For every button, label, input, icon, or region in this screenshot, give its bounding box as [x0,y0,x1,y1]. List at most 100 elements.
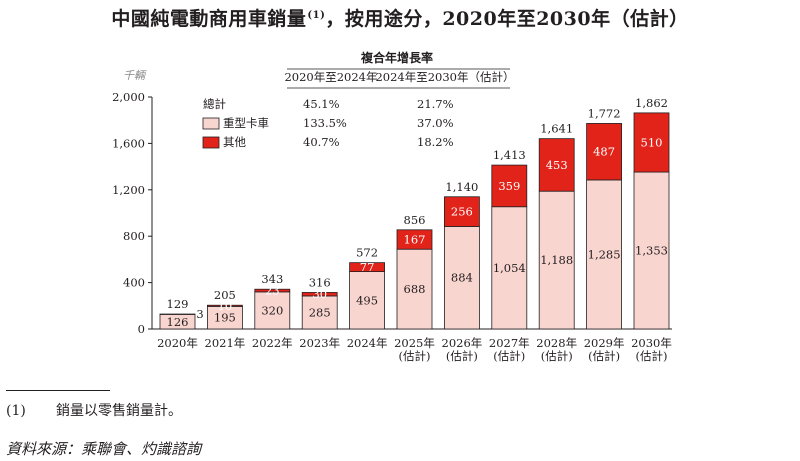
cagr-row-label: 總計 [203,97,226,111]
cagr-table-heading: 複合年增長率 [360,50,433,65]
bar-label-other: 359 [498,179,520,193]
y-unit-label: 千輛 [123,69,147,82]
bar-segment-heavy-truck [538,190,575,330]
y-tick-label: 800 [123,229,145,243]
bar-label-heavy-truck: 688 [404,282,426,296]
bar-label-heavy-truck: 495 [356,293,378,307]
source-note: 資料來源：乘聯會、灼識諮詢 [6,440,202,458]
bar-segment-other [491,164,528,208]
stacked-bar-chart: 千輛04008001,2001,6002,00012631292020年1951… [112,50,672,363]
y-tick-label: 0 [138,322,145,336]
x-tick-label: 2021年 [205,336,246,350]
bar-segment-other [206,304,243,307]
bar-total-label: 856 [404,213,426,227]
bar-label-heavy-truck: 1,285 [588,247,621,261]
bar-total-label: 1,413 [493,148,526,162]
bar-segment-other [538,138,575,192]
x-tick-label: (估計) [493,349,525,363]
x-tick-label: (估計) [399,349,431,363]
bar-segment-heavy-truck [491,206,528,330]
bar-total-label: 1,140 [445,180,478,194]
legend-swatch [202,117,220,130]
bar-total-label: 1,862 [635,96,668,110]
x-tick-label: 2028年 [536,336,577,350]
x-tick-label: (估計) [588,349,620,363]
bar-total-label: 1,641 [540,122,573,136]
bar-segment-other [633,112,670,173]
bar-total-label: 343 [261,272,283,286]
cagr-value: 18.2% [417,135,454,149]
footnote-text: 銷量以零售銷量計。 [56,403,182,419]
x-tick-label: 2029年 [584,336,625,350]
bar-segment-other [586,123,622,181]
bar-total-label: 572 [356,246,378,260]
cagr-value: 133.5% [303,116,347,130]
bar-label-heavy-truck: 195 [214,311,236,325]
bar-label-other: 3 [196,307,203,321]
y-tick-label: 400 [123,276,145,290]
bar-label-other: 510 [641,135,663,149]
x-tick-label: 2023年 [299,336,340,350]
bar-label-other: 256 [451,205,473,219]
bar-label-heavy-truck: 126 [167,315,189,329]
bar-label-other: 77 [360,260,375,274]
chart-title: 中國純電動商用車銷量(1)，按用途分，2020年至2030年（估計） [0,4,800,31]
bar-segment-heavy-truck [396,248,433,330]
bar-label-heavy-truck: 320 [261,303,283,317]
bar-label-other: 10 [218,299,233,313]
cagr-value: 37.0% [417,116,454,130]
x-tick-label: (估計) [446,349,478,363]
y-tick-label: 1,200 [112,183,145,197]
bar-total-label: 1,772 [588,106,621,120]
bar-total-label: 205 [214,288,236,302]
bar-label-other: 23 [265,284,280,298]
bar-segment-other [349,262,386,272]
bar-label-other: 167 [404,233,426,247]
x-tick-label: 2026年 [442,336,483,350]
bar-segment-heavy-truck [301,295,338,330]
bar-label-heavy-truck: 1,353 [635,244,668,258]
bar-segment-heavy-truck [443,226,480,330]
legend-swatch [202,136,220,149]
cagr-value: 45.1% [303,97,340,111]
bar-segment-heavy-truck [254,291,291,330]
x-tick-label: (估計) [636,349,668,363]
chart-title-suffix: ，按用途分，2020年至2030年（估計） [325,8,689,30]
bar-total-label: 129 [167,297,189,311]
y-tick-label: 2,000 [112,90,145,104]
chart-title-text: 中國純電動商用車銷量 [111,8,307,30]
cagr-column-header: 2024年至2030年（估計） [375,70,514,84]
y-tick-label: 1,600 [112,136,145,150]
cagr-value: 21.7% [417,97,454,111]
x-tick-label: 2020年 [157,336,198,350]
bar-label-other: 487 [593,145,615,159]
footnote: (1) 銷量以零售銷量計。 [6,400,182,420]
footnote-ref: (1) [307,10,326,21]
bar-segment-other [301,292,338,297]
x-tick-label: 2024年 [347,336,388,350]
cagr-column-header: 2020年至2024年 [284,70,377,84]
bar-segment-other [443,196,480,227]
bar-segment-other [254,288,291,293]
bar-label-other: 453 [546,158,568,172]
bar-total-label: 316 [309,275,331,289]
cagr-value: 40.7% [303,135,340,149]
bar-label-heavy-truck: 1,188 [540,253,573,267]
bar-segment-heavy-truck [349,271,386,330]
bar-label-other: 30 [312,287,327,301]
bar-segment-heavy-truck [586,179,622,330]
bar-segment-heavy-truck [633,171,670,330]
bar-segment-other [396,229,433,250]
x-tick-label: 2027年 [489,336,530,350]
x-tick-label: 2022年 [252,336,293,350]
x-tick-label: 2025年 [394,336,435,350]
bar-label-heavy-truck: 884 [451,271,473,285]
legend-label: 其他 [223,135,246,149]
bar-label-heavy-truck: 1,054 [493,261,526,275]
bar-label-heavy-truck: 285 [309,305,331,319]
x-tick-label: (估計) [541,349,573,363]
footnote-number: (1) [6,403,26,419]
x-tick-label: 2030年 [631,336,672,350]
footnote-divider [6,390,110,391]
legend-label: 重型卡車 [223,116,269,130]
